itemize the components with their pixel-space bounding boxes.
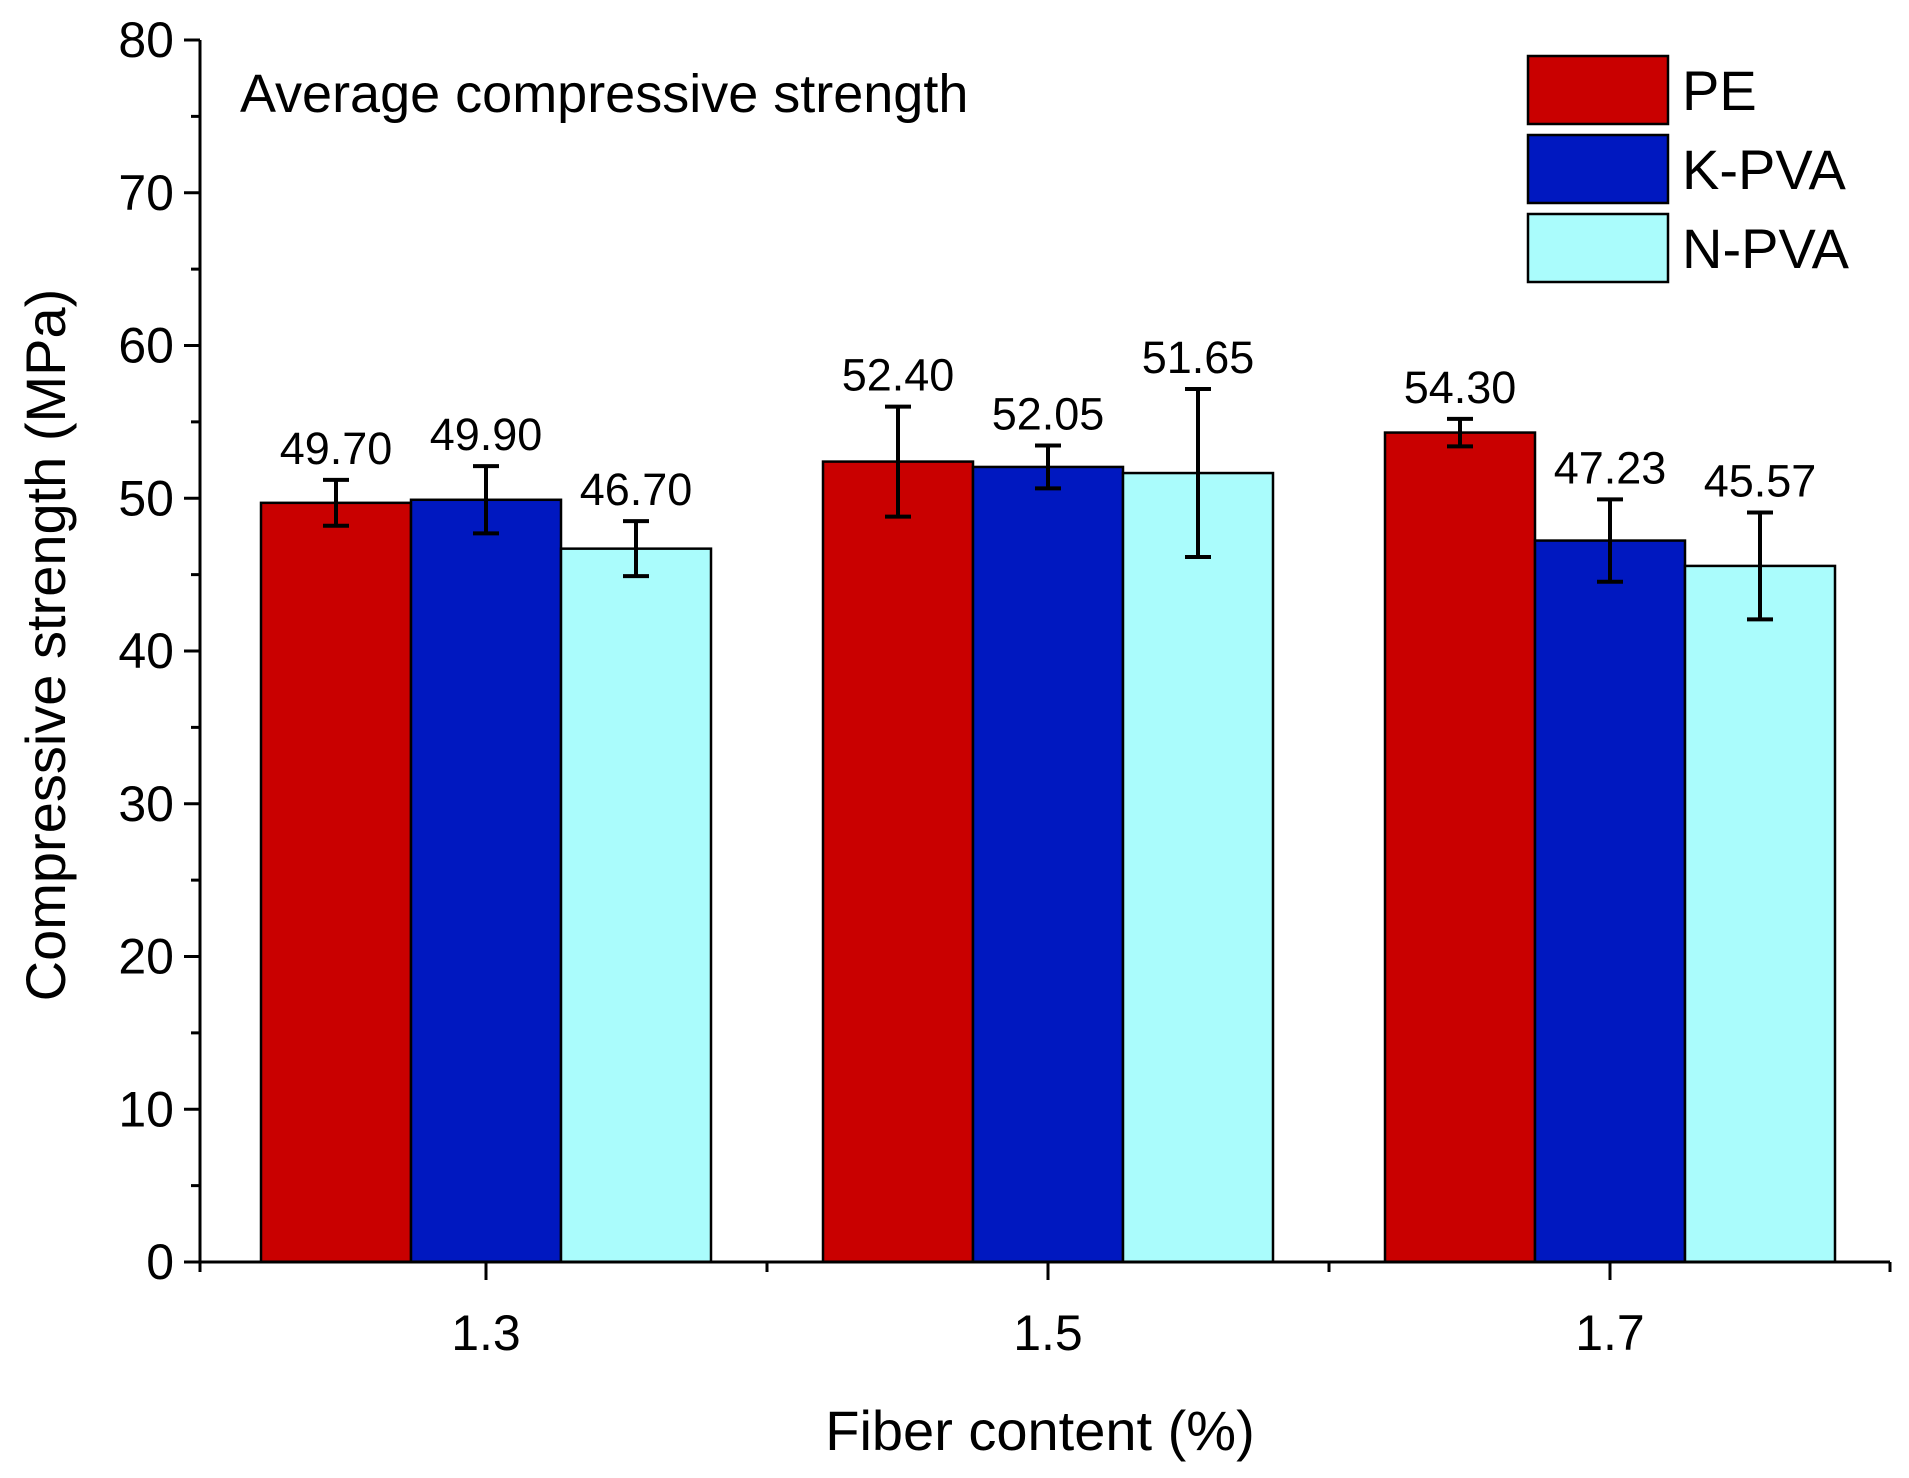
x-axis-title: Fiber content (%) [825,1399,1255,1462]
chart-title: Average compressive strength [240,64,968,124]
y-tick-label: 50 [118,470,174,526]
x-tick-label: 1.7 [1575,1305,1645,1361]
error-bar-k-pva-1.7 [1597,497,1623,584]
legend-label: PE [1682,59,1757,122]
y-tick-label: 0 [146,1234,174,1290]
bar-n-pva-1.7 [1683,564,1837,1264]
data-labels-layer: 49.70 52.40 54.30 49.90 52.05 47.23 46.70 51.65… [280,332,1817,515]
data-label-n-pva-1.3: 46.70 [580,464,693,515]
data-label-k-pva-1.3: 49.90 [430,409,543,460]
y-tick-label: 60 [118,318,174,374]
data-label-pe-1.3: 49.70 [280,423,393,474]
data-label-pe-1.5: 52.40 [842,350,955,401]
error-bar-n-pva-1.7 [1747,510,1773,622]
error-bar-pe-1.5 [885,404,911,519]
bar-k-pva-1.7 [1533,539,1687,1264]
bar-pe-1.7 [1383,431,1537,1264]
data-label-n-pva-1.5: 51.65 [1142,332,1255,383]
bars-layer [259,431,1837,1264]
legend-item-pe: PE [1526,54,1757,126]
error-bar-n-pva-1.3 [623,519,649,579]
bar-pe-1.3 [259,501,413,1264]
data-label-pe-1.7: 54.30 [1404,362,1517,413]
legend-item-k-pva: K-PVA [1526,133,1847,205]
data-label-k-pva-1.5: 52.05 [992,389,1105,440]
error-bar-pe-1.7 [1447,416,1473,449]
y-tick-label: 40 [118,623,174,679]
error-bars-layer [323,387,1773,622]
y-tick-label: 30 [118,776,174,832]
legend-swatch [1526,54,1670,126]
legend: PE K-PVA N-PVA [1526,54,1850,284]
legend-swatch [1526,133,1670,205]
error-bar-k-pva-1.3 [473,464,499,536]
x-tick-label: 1.5 [1013,1305,1083,1361]
y-tick-label: 70 [118,165,174,221]
y-tick-label: 20 [118,929,174,985]
y-tick-label: 80 [118,12,174,68]
y-axis-title: Compressive strength (MPa) [14,289,77,1002]
legend-swatch [1526,212,1670,284]
bar-k-pva-1.5 [971,465,1125,1264]
bar-n-pva-1.5 [1121,471,1275,1264]
legend-label: K-PVA [1682,138,1847,201]
data-label-n-pva-1.7: 45.57 [1704,455,1817,506]
error-bar-n-pva-1.5 [1185,387,1211,560]
bar-k-pva-1.3 [409,498,563,1264]
legend-label: N-PVA [1682,217,1850,280]
error-bar-pe-1.3 [323,477,349,528]
legend-item-n-pva: N-PVA [1526,212,1850,284]
axes-layer: 0 10 20 30 40 50 60 70 80 1.3 1.5 1.7 [118,12,1892,1361]
bar-pe-1.5 [821,460,975,1264]
bar-n-pva-1.3 [559,547,713,1264]
error-bar-k-pva-1.5 [1035,443,1061,491]
x-tick-label: 1.3 [451,1305,521,1361]
y-tick-label: 10 [118,1081,174,1137]
data-label-k-pva-1.7: 47.23 [1554,442,1667,493]
